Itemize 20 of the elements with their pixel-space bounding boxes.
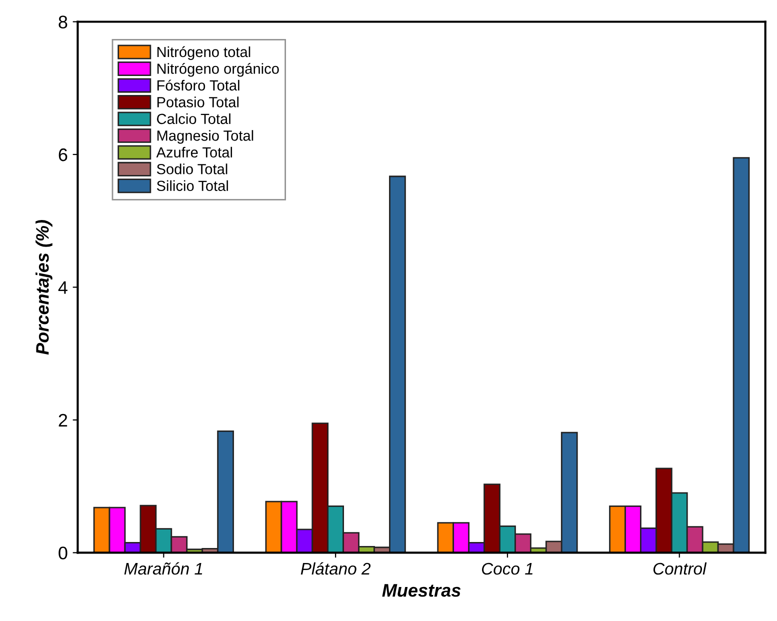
legend-label: Nitrógeno total: [157, 46, 250, 60]
x-axis-title: Muestras: [382, 584, 461, 597]
legend-label: Sodio Total: [156, 164, 228, 174]
y-tick-label: 2: [58, 414, 68, 426]
legend-label: Calcio Total: [156, 113, 230, 124]
x-tick-label: Coco 1: [482, 562, 532, 575]
y-tick-label: 8: [58, 16, 68, 28]
y-tick-label: 0: [58, 546, 68, 560]
x-tick-label: Marañón 1: [124, 562, 202, 575]
legend-label: Magnesio Total: [157, 130, 254, 144]
x-tick-label: Plátano 2: [300, 562, 371, 575]
legend-label: Potasio Total: [157, 96, 239, 108]
legend-label: Silicio Total: [156, 180, 228, 192]
y-axis-title: Porcentajes (%): [36, 220, 52, 355]
legend-label: Azufre Total: [156, 146, 232, 158]
y-tick-label: 6: [58, 148, 68, 162]
legend-label: Nitrógeno orgánico: [157, 62, 279, 77]
x-tick-label: Control: [653, 562, 707, 575]
legend-label: Fósforo Total: [157, 80, 240, 91]
y-tick-label: 4: [58, 281, 68, 294]
